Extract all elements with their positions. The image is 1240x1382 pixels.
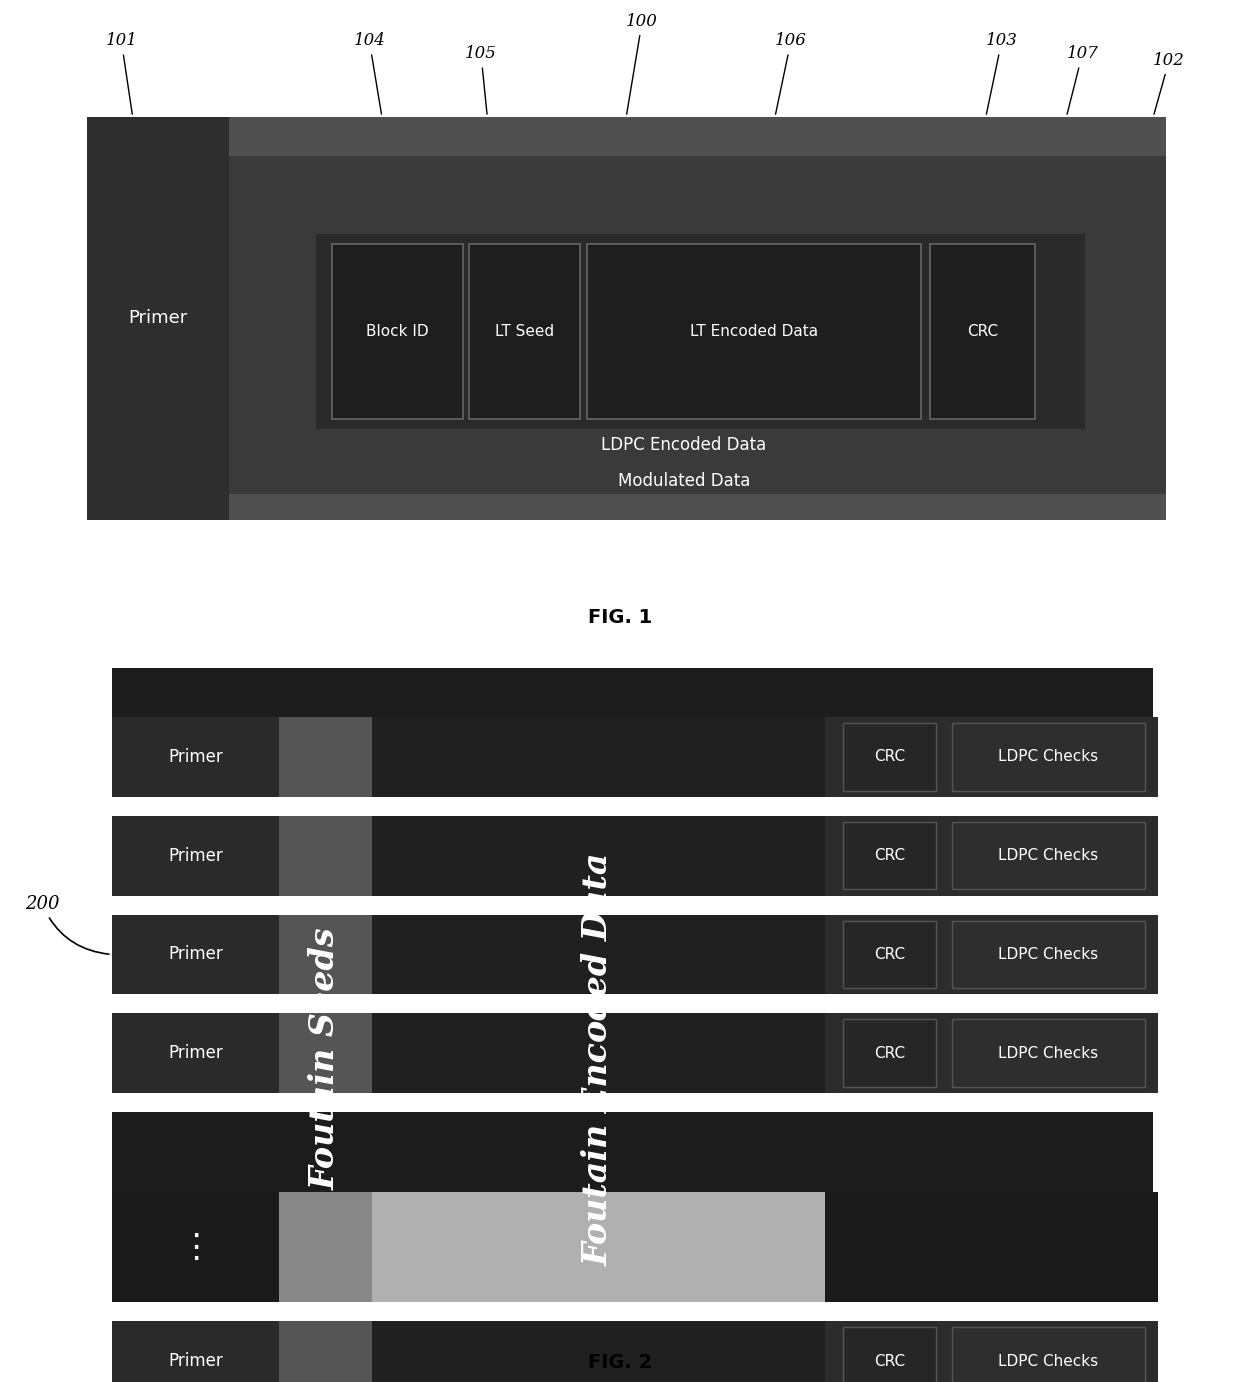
Text: 101: 101: [105, 32, 138, 115]
FancyBboxPatch shape: [279, 815, 372, 896]
Text: 102: 102: [1153, 53, 1185, 115]
FancyBboxPatch shape: [952, 1020, 1145, 1088]
FancyBboxPatch shape: [843, 920, 936, 988]
FancyBboxPatch shape: [112, 815, 279, 896]
Text: LDPC Checks: LDPC Checks: [998, 947, 1099, 962]
FancyBboxPatch shape: [279, 717, 372, 796]
FancyBboxPatch shape: [587, 243, 921, 419]
Text: CRC: CRC: [967, 323, 998, 339]
Text: 107: 107: [1066, 46, 1099, 115]
Text: 104: 104: [353, 32, 386, 115]
FancyBboxPatch shape: [112, 915, 279, 995]
FancyBboxPatch shape: [952, 822, 1145, 890]
Text: FIG. 1: FIG. 1: [588, 608, 652, 626]
Text: FIG. 2: FIG. 2: [588, 1353, 652, 1372]
FancyBboxPatch shape: [87, 117, 1153, 520]
FancyBboxPatch shape: [112, 1302, 1153, 1321]
FancyBboxPatch shape: [229, 156, 1166, 493]
Text: LDPC Checks: LDPC Checks: [998, 1046, 1099, 1061]
FancyBboxPatch shape: [843, 723, 936, 791]
FancyBboxPatch shape: [112, 796, 1153, 815]
Text: 105: 105: [465, 46, 497, 115]
FancyBboxPatch shape: [279, 1321, 372, 1382]
FancyBboxPatch shape: [316, 234, 1085, 428]
Text: LDPC Checks: LDPC Checks: [998, 1353, 1099, 1368]
FancyBboxPatch shape: [469, 243, 580, 419]
FancyBboxPatch shape: [112, 1093, 1153, 1113]
FancyBboxPatch shape: [843, 1020, 936, 1088]
Text: 200: 200: [25, 894, 109, 954]
FancyBboxPatch shape: [229, 117, 1166, 520]
FancyBboxPatch shape: [372, 717, 825, 796]
Text: CRC: CRC: [874, 947, 905, 962]
Text: Modulated Data: Modulated Data: [618, 471, 750, 489]
Text: LT Seed: LT Seed: [495, 323, 554, 339]
FancyBboxPatch shape: [87, 117, 229, 520]
Text: Primer: Primer: [167, 748, 223, 766]
Text: LDPC Encoded Data: LDPC Encoded Data: [601, 435, 766, 453]
Text: Primer: Primer: [129, 310, 187, 328]
Text: LT Encoded Data: LT Encoded Data: [689, 323, 818, 339]
FancyBboxPatch shape: [112, 668, 1153, 1336]
FancyBboxPatch shape: [279, 1013, 372, 1093]
FancyBboxPatch shape: [952, 723, 1145, 791]
Text: Foutain Seeds: Foutain Seeds: [309, 927, 342, 1190]
FancyBboxPatch shape: [112, 1191, 279, 1302]
FancyBboxPatch shape: [112, 1321, 279, 1382]
FancyBboxPatch shape: [372, 1191, 825, 1302]
Text: Foutain Encoded Data: Foutain Encoded Data: [582, 853, 615, 1266]
FancyBboxPatch shape: [930, 243, 1035, 419]
FancyBboxPatch shape: [332, 243, 463, 419]
FancyBboxPatch shape: [112, 1013, 279, 1093]
FancyBboxPatch shape: [843, 822, 936, 890]
Text: 106: 106: [775, 32, 807, 115]
Text: Block ID: Block ID: [366, 323, 429, 339]
Text: CRC: CRC: [874, 749, 905, 764]
FancyBboxPatch shape: [372, 1321, 825, 1382]
FancyBboxPatch shape: [372, 1013, 825, 1093]
FancyBboxPatch shape: [952, 920, 1145, 988]
Text: 100: 100: [626, 12, 658, 115]
Text: Primer: Primer: [167, 1045, 223, 1063]
FancyBboxPatch shape: [112, 717, 279, 796]
FancyBboxPatch shape: [279, 1191, 372, 1302]
FancyBboxPatch shape: [372, 915, 825, 995]
FancyBboxPatch shape: [843, 1327, 936, 1382]
FancyBboxPatch shape: [825, 1191, 1158, 1302]
Text: CRC: CRC: [874, 849, 905, 864]
Text: Primer: Primer: [167, 1352, 223, 1370]
FancyBboxPatch shape: [372, 815, 825, 896]
Text: ⋮: ⋮: [179, 1230, 212, 1263]
FancyBboxPatch shape: [825, 717, 1158, 796]
FancyBboxPatch shape: [825, 915, 1158, 995]
Text: CRC: CRC: [874, 1353, 905, 1368]
Text: Primer: Primer: [167, 945, 223, 963]
Text: LDPC Checks: LDPC Checks: [998, 849, 1099, 864]
FancyBboxPatch shape: [112, 995, 1153, 1013]
Text: 103: 103: [986, 32, 1018, 115]
FancyBboxPatch shape: [825, 1321, 1158, 1382]
FancyBboxPatch shape: [279, 915, 372, 995]
FancyBboxPatch shape: [825, 1013, 1158, 1093]
FancyBboxPatch shape: [825, 815, 1158, 896]
Text: CRC: CRC: [874, 1046, 905, 1061]
FancyBboxPatch shape: [952, 1327, 1145, 1382]
Text: LDPC Checks: LDPC Checks: [998, 749, 1099, 764]
FancyBboxPatch shape: [112, 896, 1153, 915]
Text: Primer: Primer: [167, 847, 223, 865]
